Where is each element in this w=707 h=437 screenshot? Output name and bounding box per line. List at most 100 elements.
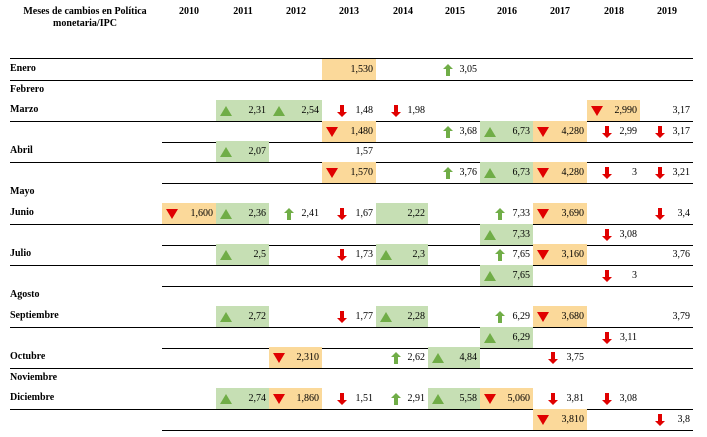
cell-value: 2,36 (248, 208, 267, 219)
month-label-junio: Junio (10, 207, 34, 218)
table-cell: 1,67 (322, 203, 376, 224)
arrow-down-icon (337, 393, 347, 405)
cell-value: 1,530 (350, 64, 374, 75)
arrow-up-icon (391, 352, 401, 364)
arrow-down-icon (655, 414, 665, 426)
table-cell: 7,65 (480, 244, 533, 265)
cell-value: 1,51 (355, 393, 374, 404)
cell-value: 7,65 (512, 270, 531, 281)
arrow-up-icon (284, 208, 294, 220)
table-cell: 3,160 (533, 244, 587, 265)
triangle-down-icon (273, 353, 285, 363)
cell-value: 2,41 (301, 208, 320, 219)
cell-value: 3,81 (566, 393, 585, 404)
triangle-down-icon (326, 127, 338, 137)
cell-value: 3,11 (619, 332, 637, 343)
month-label-septiembre: Septiembre (10, 310, 59, 321)
triangle-down-icon (166, 209, 178, 219)
cell-value: 2,91 (407, 393, 426, 404)
cell-value: 3,76 (672, 249, 691, 260)
table-cell: 3,690 (533, 203, 587, 224)
row-divider (10, 409, 693, 410)
triangle-up-icon (220, 209, 232, 219)
arrow-down-icon (655, 167, 665, 179)
cell-value: 1,48 (355, 105, 374, 116)
table-cell: 3,08 (587, 224, 640, 245)
header-year: 2010 (179, 6, 199, 17)
table-cell: 1,570 (322, 162, 376, 183)
table-cell: 3,11 (587, 327, 640, 348)
row-divider (10, 368, 693, 369)
table-cell: 7,33 (480, 224, 533, 245)
cell-value: 3,08 (619, 229, 638, 240)
cell-value: 6,29 (512, 311, 531, 322)
triangle-down-icon (537, 250, 549, 260)
cell-value: 6,73 (512, 167, 531, 178)
triangle-down-icon (537, 209, 549, 219)
cell-value: 2,54 (301, 105, 320, 116)
month-label-marzo: Marzo (10, 104, 39, 115)
cell-value: 7,65 (512, 249, 531, 260)
month-label-julio: Julio (10, 248, 32, 259)
triangle-down-icon (537, 127, 549, 137)
triangle-up-icon (380, 312, 392, 322)
arrow-down-icon (548, 393, 558, 405)
month-label-octubre: Octubre (10, 351, 46, 362)
cell-value: 1,480 (350, 126, 374, 137)
cell-value: 3,690 (561, 208, 585, 219)
month-label-noviembre: Noviembre (10, 372, 58, 383)
cell-value: 3,76 (459, 167, 478, 178)
table-cell: 5,060 (480, 388, 533, 409)
cell-value: 2,74 (248, 393, 267, 404)
triangle-up-icon (484, 127, 496, 137)
table-cell: 2,990 (587, 100, 640, 121)
arrow-up-icon (495, 249, 505, 261)
triangle-down-icon (537, 312, 549, 322)
arrow-down-icon (548, 352, 558, 364)
table-cell: 2,41 (269, 203, 322, 224)
header-year: 2012 (286, 6, 306, 17)
table-cell: 3,17 (640, 100, 693, 121)
cell-value: 1,570 (350, 167, 374, 178)
arrow-up-icon (443, 64, 453, 76)
triangle-up-icon (484, 333, 496, 343)
arrow-up-icon (495, 311, 505, 323)
cell-value: 3,21 (672, 167, 691, 178)
cell-value: 2,3 (412, 249, 426, 260)
month-label-diciembre: Diciembre (10, 392, 55, 403)
month-label-abril: Abril (10, 145, 33, 156)
table-cell: 7,65 (480, 265, 533, 286)
triangle-up-icon (484, 230, 496, 240)
cell-value: 2,72 (248, 311, 267, 322)
arrow-down-icon (337, 249, 347, 261)
cell-value: 2,28 (407, 311, 426, 322)
table-cell: 6,29 (480, 306, 533, 327)
table-cell: 3,05 (428, 59, 480, 80)
cell-value: 3,05 (459, 64, 478, 75)
table-cell: 2,74 (216, 388, 269, 409)
table-cell: 1,48 (322, 100, 376, 121)
table-cell: 1,51 (322, 388, 376, 409)
cell-value: 7,33 (512, 229, 531, 240)
arrow-down-icon (602, 126, 612, 138)
triangle-down-icon (537, 415, 549, 425)
cell-value: 3 (632, 270, 637, 281)
header-year: 2016 (497, 6, 517, 17)
row-divider (10, 327, 693, 328)
table-cell: 2,22 (376, 203, 428, 224)
month-label-agosto: Agosto (10, 289, 40, 300)
table-cell: 2,3 (376, 244, 428, 265)
header-year: 2017 (550, 6, 570, 17)
triangle-up-icon (380, 250, 392, 260)
table-cell: 3,17 (640, 121, 693, 142)
triangle-up-icon (220, 147, 232, 157)
header-year: 2013 (339, 6, 359, 17)
arrow-down-icon (337, 105, 347, 117)
cell-value: 1,860 (296, 393, 320, 404)
table-cell: 4,280 (533, 162, 587, 183)
table-cell: 2,31 (216, 100, 269, 121)
arrow-down-icon (602, 229, 612, 241)
cell-value: 3,4 (677, 208, 691, 219)
cell-value: 6,73 (512, 126, 531, 137)
